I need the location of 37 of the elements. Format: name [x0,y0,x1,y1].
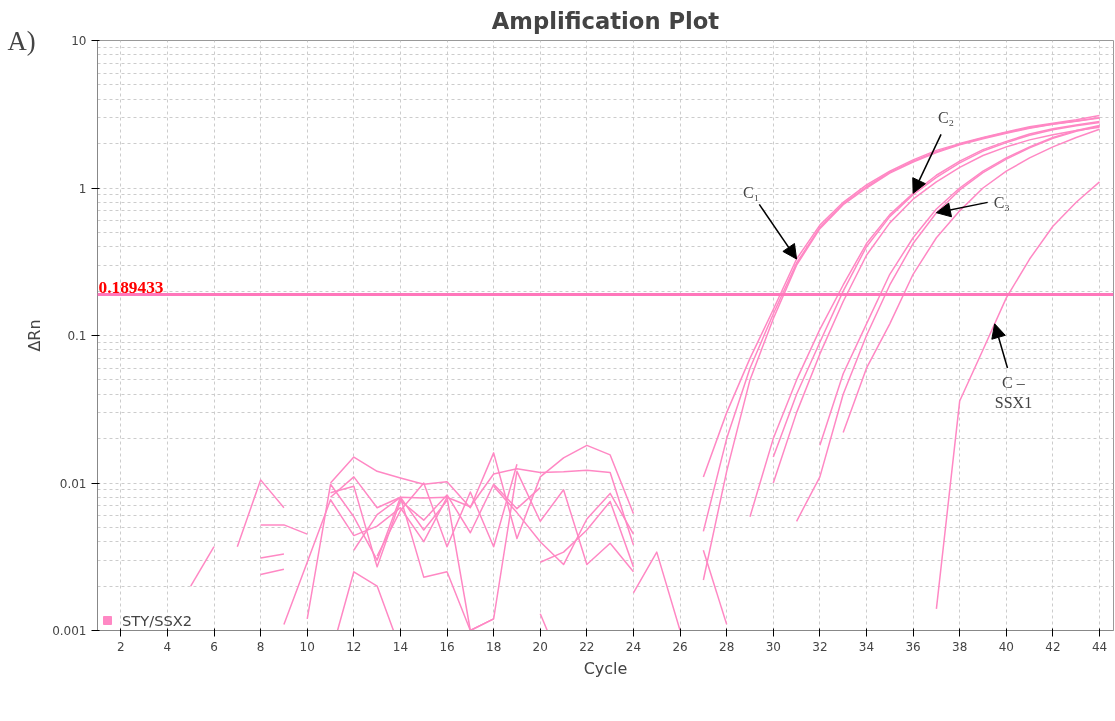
annotation: C – SSX1 [994,374,1033,412]
x-tick-label: 28 [719,639,735,654]
x-tick-label: 38 [952,639,968,654]
x-tick-label: 26 [672,639,688,654]
text: A) [7,25,36,56]
x-tick-label: 34 [858,639,875,654]
x-tick-label: 8 [256,639,265,654]
x-axis-title: Cycle [583,658,628,678]
x-tick-label: 40 [998,639,1014,654]
x-tick-label: 30 [765,639,781,654]
x-tick-label: 18 [486,639,502,654]
x-tick-label: 42 [1045,639,1061,654]
x-tick-label: 32 [812,639,828,654]
x-tick-label: 12 [346,639,362,654]
y-tick-label: 0.1 [67,329,87,343]
annotation: C₃ [993,193,1010,211]
x-tick-label: 2 [116,639,125,654]
y-tick-label: 0.01 [59,476,87,491]
legend-label: STY/SSX2 [122,611,193,629]
ref-line-label: 0.189433 [98,277,164,297]
x-tick-label: 6 [210,639,218,654]
x-tick-label: 24 [625,639,642,654]
x-tick-label: 36 [905,639,921,654]
x-tick-label: 20 [532,639,548,654]
x-tick-label: 44 [1091,639,1108,654]
y-tick-label: 0.001 [52,624,87,638]
x-tick-label: 4 [163,639,172,654]
x-tick-label: 16 [439,639,455,654]
y-tick-label: 10 [71,34,87,48]
y-tick-label: 1 [78,181,87,196]
annotation: C₁ [743,184,760,202]
annotation: C₂ [937,109,955,127]
chart-title: Amplification Plot [491,7,720,34]
x-tick-label: 14 [392,639,409,654]
x-tick-label: 22 [579,639,595,654]
x-tick-label: 10 [299,639,315,654]
y-axis-title: ΔRn [25,319,45,352]
